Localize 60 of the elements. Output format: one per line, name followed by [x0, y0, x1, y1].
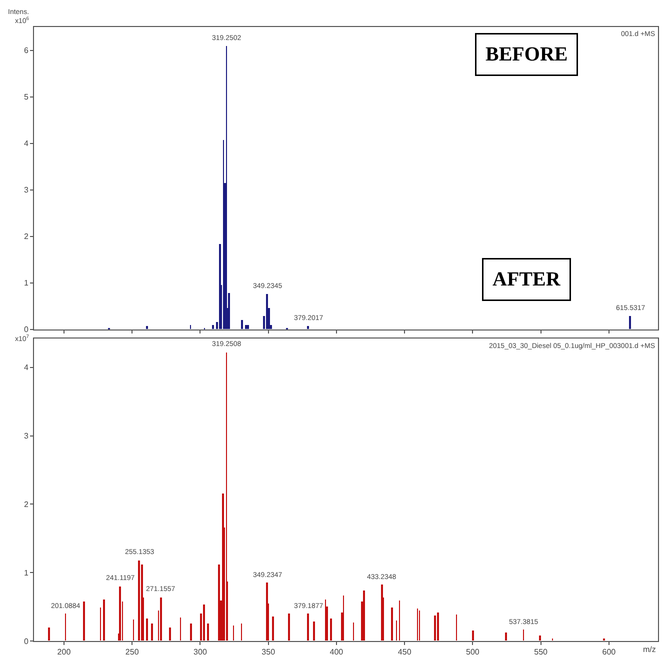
bar — [472, 630, 474, 641]
bar — [203, 604, 205, 641]
bar — [266, 294, 268, 330]
annotation: BEFORE — [486, 44, 568, 66]
bar — [218, 564, 220, 641]
x-axis-title: m/z — [643, 645, 656, 654]
y-tick-label: 3 — [24, 432, 29, 441]
y-tick-label: 1 — [24, 568, 29, 578]
bar — [247, 325, 249, 330]
bar — [307, 614, 309, 641]
bar — [83, 602, 85, 641]
y-tick-label: 2 — [24, 500, 29, 509]
bar — [48, 628, 50, 641]
bar — [313, 622, 315, 641]
bar — [307, 326, 309, 330]
bar — [160, 598, 162, 641]
bar — [245, 325, 247, 330]
bar — [288, 614, 290, 641]
x-tick-label: 350 — [262, 648, 276, 657]
y-tick-label: 4 — [24, 363, 29, 372]
x-tick-label: 600 — [602, 648, 616, 657]
bar — [241, 320, 243, 330]
bar — [539, 636, 541, 641]
bar — [138, 560, 140, 641]
annotation: AFTER — [492, 268, 561, 290]
x-tick-label: 200 — [57, 648, 72, 657]
bar — [222, 494, 224, 641]
x-tick-label: 450 — [398, 648, 412, 657]
bar — [272, 616, 274, 641]
bar — [207, 624, 209, 641]
x-tick-label: 300 — [194, 648, 208, 657]
bar — [381, 584, 383, 641]
y-tick-label: 1 — [24, 278, 29, 288]
bar — [146, 326, 148, 330]
bar — [363, 590, 365, 641]
bar — [266, 582, 268, 641]
y-tick-label: 4 — [24, 139, 29, 148]
bar — [119, 586, 121, 641]
bar — [629, 316, 631, 330]
y-tick-label: 0 — [24, 325, 29, 334]
y-tick-label: 6 — [24, 46, 29, 56]
x-tick-label: 250 — [125, 648, 140, 657]
bar — [505, 632, 507, 641]
bar — [190, 624, 192, 641]
bar — [330, 618, 332, 641]
y-tick-label: 3 — [24, 186, 29, 195]
x-tick-label: 550 — [534, 648, 548, 657]
x-tick-label: 400 — [330, 648, 344, 657]
bar — [437, 612, 439, 641]
bar — [146, 618, 148, 641]
y-tick-label: 0 — [24, 636, 29, 646]
bar — [169, 628, 171, 641]
bar — [103, 600, 105, 641]
bar — [434, 616, 436, 641]
y-tick-label: 2 — [24, 232, 29, 242]
y-tick-label: 5 — [24, 92, 29, 102]
bar — [391, 608, 393, 641]
x-tick-label: 500 — [466, 648, 480, 657]
bar — [151, 624, 153, 641]
bar — [212, 325, 214, 330]
